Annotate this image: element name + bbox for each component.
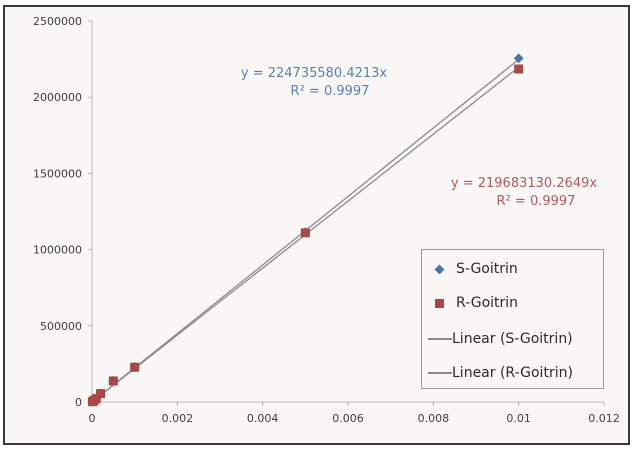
r-goitrin-equation: y = 219683130.2649x [451,176,598,191]
data-point-r-goitrin [96,389,106,399]
y-tick-label: 1500000 [33,167,82,180]
legend-label: R-Goitrin [456,295,519,311]
s-goitrin-equation: y = 224735580.4213x [241,66,388,81]
y-tick-label: 2000000 [33,91,82,104]
s-goitrin-r2: R² = 0.9997 [291,84,370,99]
chart-legend: S-Goitrin R-Goitrin Linear (S-Goitrin) L… [421,249,604,389]
x-tick-label: 0.006 [332,412,364,425]
y-tick-label: 1000000 [33,244,82,257]
x-tick-label: 0.002 [162,412,194,425]
legend-label: Linear (R-Goitrin) [452,365,573,381]
y-tick-label: 2500000 [33,15,82,28]
data-point-r-goitrin [130,362,140,372]
x-tick-label: 0 [89,412,96,425]
legend-item-r-goitrin: R-Goitrin [422,292,603,314]
square-marker-icon [434,298,444,308]
legend-item-s-goitrin: S-Goitrin [422,258,603,280]
legend-label: S-Goitrin [456,261,518,277]
data-point-r-goitrin [91,394,101,404]
x-tick-label: 0.004 [247,412,279,425]
y-tick-label: 500000 [40,320,82,333]
diamond-marker-icon [434,264,444,274]
line-marker-icon [428,372,452,374]
data-point-s-goitrin [513,53,524,64]
legend-label: Linear (S-Goitrin) [452,331,573,347]
data-point-r-goitrin [108,376,118,386]
r-goitrin-r2: R² = 0.9997 [497,194,576,209]
data-point-r-goitrin [300,228,310,238]
line-marker-icon [428,338,452,340]
x-tick-label: 0.012 [588,412,620,425]
data-points [87,53,524,407]
legend-item-linear-r: Linear (R-Goitrin) [422,362,603,384]
x-tick-label: 0.008 [418,412,450,425]
x-tick-label: 0.01 [506,412,531,425]
legend-item-linear-s: Linear (S-Goitrin) [422,328,603,350]
y-tick-label: 0 [75,396,82,409]
axes: 0 500000 1000000 1500000 2000000 2500000 0 0.00… [33,15,620,425]
data-point-r-goitrin [514,64,524,74]
